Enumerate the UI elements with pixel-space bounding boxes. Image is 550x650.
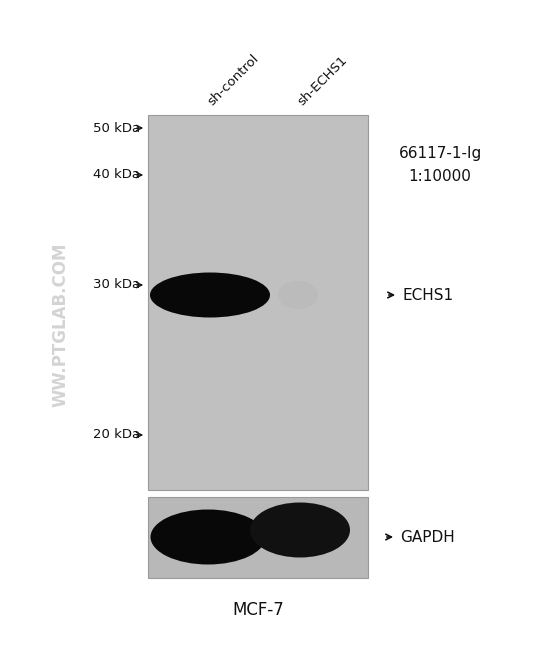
- Ellipse shape: [278, 281, 318, 309]
- Bar: [148, 115, 368, 490]
- Text: 40 kDa: 40 kDa: [93, 168, 140, 181]
- Text: GAPDH: GAPDH: [400, 530, 455, 545]
- Text: MCF-7: MCF-7: [232, 601, 284, 619]
- Text: WW.PTGLAB.COM: WW.PTGLAB.COM: [51, 242, 69, 408]
- Bar: [148, 497, 368, 578]
- Text: 20 kDa: 20 kDa: [93, 428, 140, 441]
- Ellipse shape: [151, 510, 266, 564]
- Text: 66117-1-Ig
1:10000: 66117-1-Ig 1:10000: [398, 146, 482, 183]
- Ellipse shape: [250, 502, 350, 558]
- Text: sh-control: sh-control: [205, 52, 261, 108]
- Text: 30 kDa: 30 kDa: [93, 278, 140, 291]
- Text: sh-ECHS1: sh-ECHS1: [295, 53, 350, 108]
- Text: ECHS1: ECHS1: [402, 287, 453, 302]
- Ellipse shape: [150, 272, 270, 317]
- Text: 50 kDa: 50 kDa: [93, 122, 140, 135]
